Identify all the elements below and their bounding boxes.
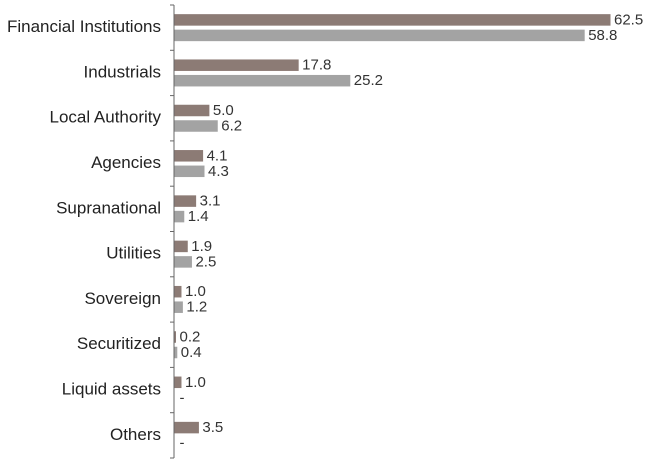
bar-series-1 [174, 14, 611, 26]
bars [174, 14, 611, 434]
category-label: Industrials [84, 62, 161, 81]
data-label: 17.8 [302, 57, 331, 74]
data-label: 1.4 [188, 208, 209, 225]
data-label: 62.5 [614, 11, 643, 28]
bar-series-1 [174, 104, 210, 117]
category-label: Supranational [56, 198, 161, 217]
category-label: Utilities [106, 244, 161, 263]
category-label: Sovereign [84, 289, 161, 308]
data-label: 1.0 [185, 283, 206, 300]
data-label: 0.2 [180, 328, 201, 345]
data-label: 58.8 [588, 27, 617, 44]
data-label: 25.2 [354, 72, 383, 89]
bar-series-1 [174, 195, 197, 207]
bar-series-2 [174, 120, 218, 132]
data-label: 4.3 [208, 163, 229, 180]
data-label: - [180, 389, 185, 406]
bar-series-1 [174, 285, 182, 298]
bar-series-1 [174, 421, 199, 434]
data-label: 3.1 [200, 193, 221, 210]
category-label: Securitized [77, 334, 161, 353]
data-label: 1.2 [186, 299, 207, 316]
category-label: Local Authority [49, 108, 161, 127]
category-label: Agencies [91, 153, 161, 172]
data-label: - [180, 435, 185, 452]
data-label: 1.9 [191, 238, 212, 255]
bar-series-2 [174, 29, 585, 42]
data-label: 5.0 [213, 102, 234, 119]
data-label: 4.1 [207, 147, 228, 164]
bar-series-2 [174, 210, 185, 223]
bar-series-1 [174, 59, 299, 71]
data-label: 2.5 [195, 253, 216, 270]
category-label: Others [110, 425, 161, 444]
category-label: Financial Institutions [7, 17, 161, 36]
bar-series-2 [174, 256, 192, 268]
bar-series-1 [174, 240, 188, 253]
category-label: Liquid assets [62, 380, 161, 399]
category-labels: Financial Institutions Industrials Local A… [7, 17, 162, 444]
bar-series-2 [174, 346, 178, 359]
y-axis-ticks [170, 4, 174, 459]
bar-series-2 [174, 74, 351, 87]
bar-series-2 [174, 165, 205, 178]
bar-series-2 [174, 301, 183, 313]
data-label: 0.4 [181, 344, 202, 361]
data-label: 6.2 [221, 117, 242, 134]
data-labels: 62.558.8 17.8 25.2 5.06.2 4.14.3 3.11.4 1.92.5… [180, 11, 644, 451]
data-label: 1.0 [185, 374, 206, 391]
bar-series-1 [174, 331, 176, 343]
bar-series-1 [174, 150, 204, 162]
data-label: 3.5 [202, 419, 223, 436]
bar-series-1 [174, 376, 182, 389]
